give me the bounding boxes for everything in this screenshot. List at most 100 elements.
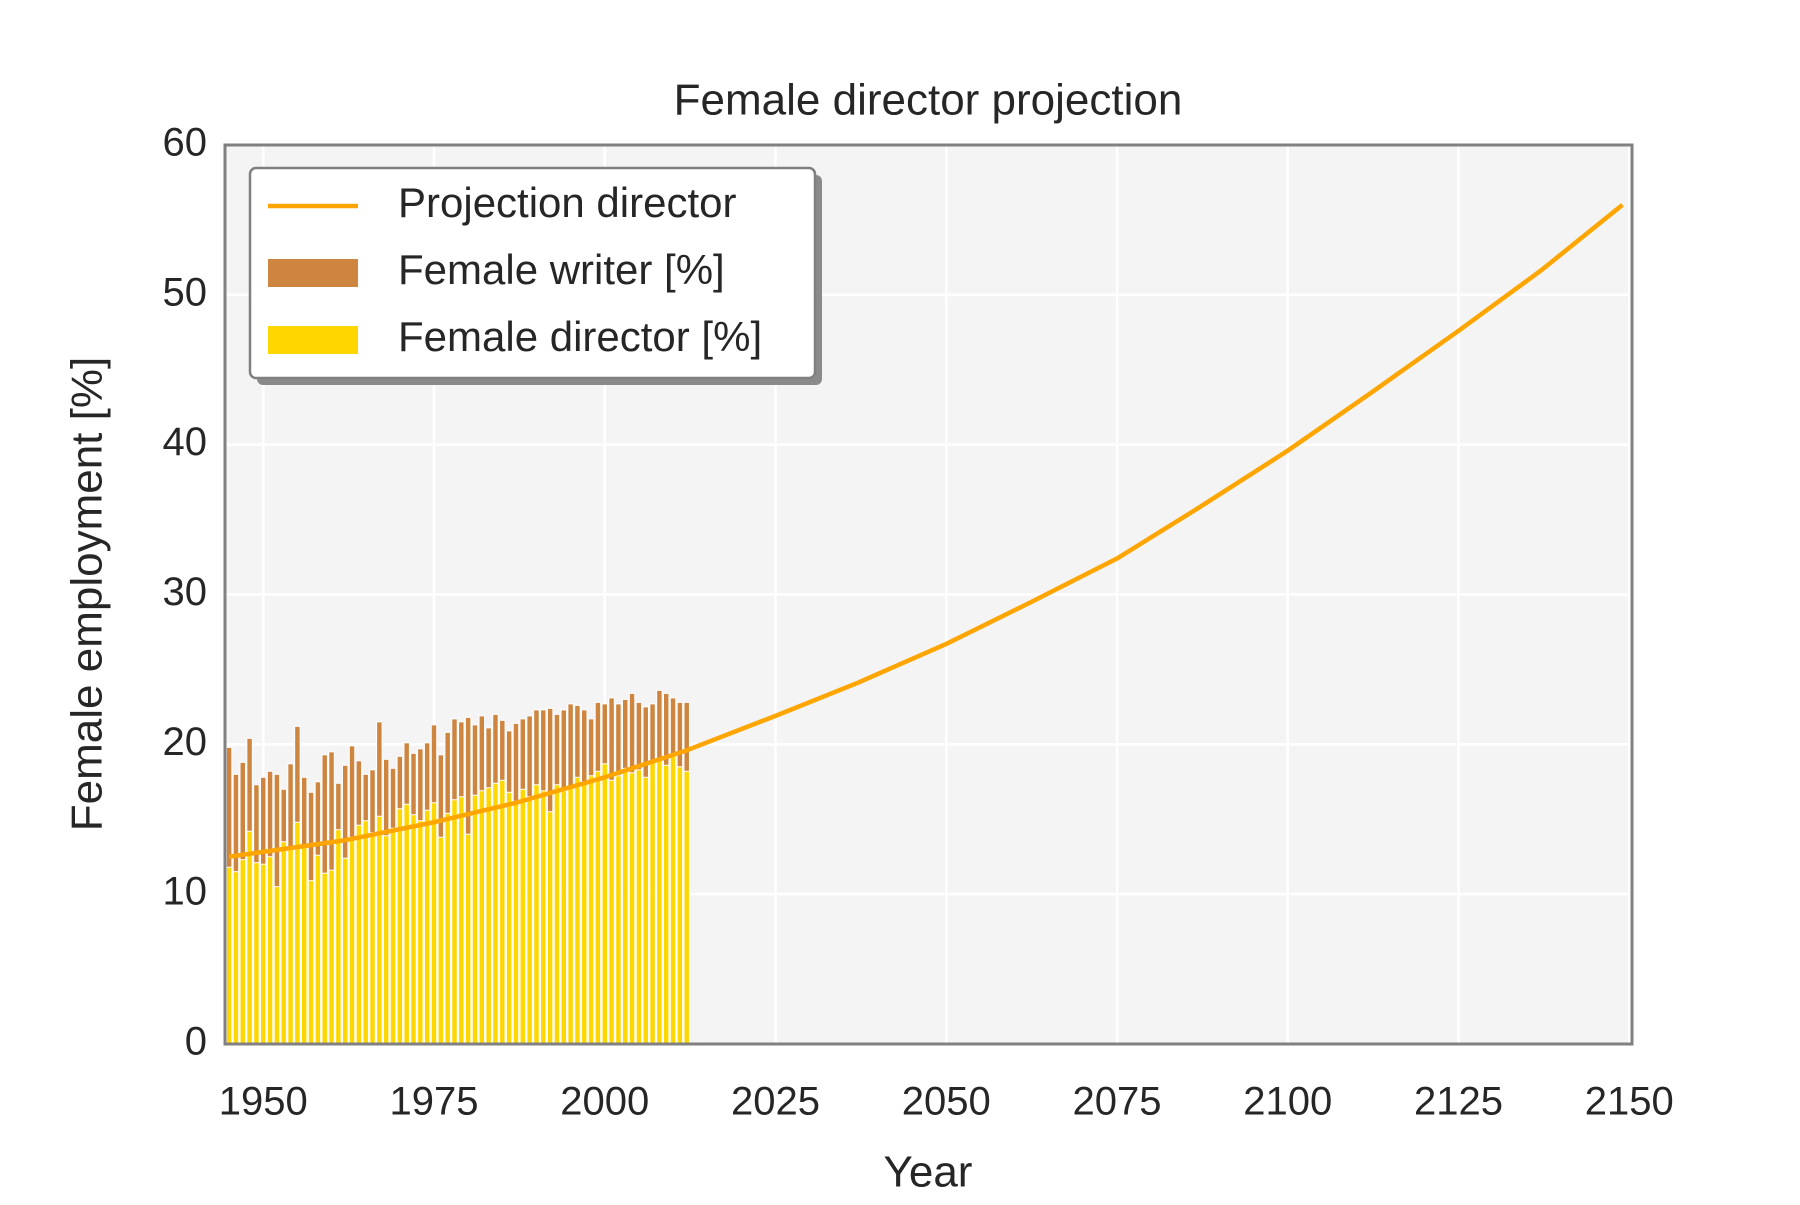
bar bbox=[546, 811, 554, 1045]
bar bbox=[533, 784, 540, 1045]
bar bbox=[307, 880, 315, 1045]
bar bbox=[635, 769, 643, 1045]
bar bbox=[362, 820, 369, 1045]
bar bbox=[260, 863, 267, 1045]
bar bbox=[403, 803, 410, 1045]
bar bbox=[423, 809, 431, 1045]
y-tick-label: 60 bbox=[163, 121, 208, 165]
y-tick-label: 20 bbox=[163, 720, 208, 764]
bar bbox=[567, 785, 574, 1045]
y-tick-label: 40 bbox=[163, 420, 208, 464]
bar bbox=[471, 794, 479, 1045]
x-tick-label: 2025 bbox=[731, 1080, 820, 1124]
bar bbox=[328, 869, 335, 1045]
bar bbox=[594, 770, 602, 1045]
legend-label: Projection director bbox=[398, 179, 736, 226]
bar bbox=[444, 812, 451, 1045]
bar bbox=[581, 781, 588, 1045]
bar bbox=[335, 829, 342, 1045]
x-tick-label: 2150 bbox=[1585, 1080, 1674, 1124]
bar bbox=[225, 866, 233, 1045]
bar bbox=[458, 796, 465, 1045]
x-tick-label: 2050 bbox=[902, 1080, 991, 1124]
x-axis-label: Year bbox=[884, 1148, 973, 1197]
bar bbox=[628, 772, 636, 1045]
bar bbox=[451, 799, 458, 1045]
bar bbox=[519, 788, 527, 1045]
bar bbox=[512, 800, 520, 1045]
x-tick-label: 1950 bbox=[219, 1080, 308, 1124]
axes: 0 10 20 30 40 50 60 1950 1975 2000 2025 2050 2075 210… bbox=[163, 121, 1674, 1124]
bar bbox=[553, 784, 561, 1045]
bar bbox=[239, 859, 246, 1045]
bar bbox=[437, 836, 445, 1045]
bar bbox=[287, 848, 294, 1045]
bar bbox=[540, 790, 547, 1045]
bar bbox=[662, 764, 670, 1045]
bar bbox=[499, 779, 506, 1045]
bar bbox=[615, 775, 622, 1045]
bar bbox=[649, 761, 656, 1045]
x-tick-label: 2075 bbox=[1073, 1080, 1162, 1124]
bar bbox=[294, 821, 301, 1045]
chart-title: Female director projection bbox=[674, 76, 1183, 125]
y-tick-label: 10 bbox=[163, 870, 208, 914]
bar bbox=[622, 767, 629, 1045]
bar bbox=[608, 779, 615, 1045]
bar bbox=[355, 824, 363, 1045]
bar bbox=[642, 776, 649, 1045]
y-tick-label: 0 bbox=[185, 1020, 207, 1064]
y-tick-label: 30 bbox=[163, 570, 208, 614]
bar bbox=[341, 857, 349, 1045]
bar bbox=[683, 770, 690, 1045]
bar bbox=[485, 787, 492, 1045]
bar bbox=[396, 808, 404, 1045]
bar bbox=[478, 790, 486, 1045]
bar bbox=[574, 776, 581, 1045]
bar bbox=[253, 862, 260, 1045]
bar bbox=[369, 832, 376, 1045]
bar bbox=[492, 782, 499, 1045]
y-axis-label: Female employment [%] bbox=[63, 357, 112, 831]
legend-swatch bbox=[268, 326, 358, 354]
bar bbox=[314, 854, 322, 1045]
plot-frame bbox=[223, 143, 1634, 1046]
bar bbox=[273, 886, 281, 1045]
bar bbox=[526, 796, 533, 1045]
bar bbox=[417, 820, 424, 1045]
legend-label: Female director [%] bbox=[398, 313, 762, 360]
legend-box bbox=[248, 166, 817, 380]
bar bbox=[505, 791, 513, 1045]
y-tick-label: 50 bbox=[163, 270, 208, 314]
bar bbox=[246, 830, 253, 1045]
bar bbox=[321, 872, 328, 1045]
marks bbox=[225, 203, 1624, 1045]
bar bbox=[376, 815, 383, 1045]
x-tick-label: 1975 bbox=[390, 1080, 479, 1124]
legend: Projection director Female writer [%] Fema… bbox=[248, 166, 822, 385]
line bbox=[228, 203, 1624, 859]
bar bbox=[464, 833, 472, 1045]
bar bbox=[601, 763, 608, 1045]
bar bbox=[587, 775, 595, 1045]
bar bbox=[266, 856, 274, 1045]
bar bbox=[669, 755, 677, 1045]
bar bbox=[430, 802, 438, 1045]
bar bbox=[656, 758, 663, 1045]
bar bbox=[410, 814, 417, 1045]
x-tick-label: 2000 bbox=[560, 1080, 649, 1124]
bar bbox=[676, 766, 684, 1045]
bar bbox=[382, 835, 390, 1045]
bar bbox=[300, 845, 308, 1045]
bar bbox=[560, 790, 568, 1045]
bar bbox=[280, 841, 287, 1045]
bar bbox=[348, 836, 356, 1045]
legend-label: Female writer [%] bbox=[398, 246, 725, 293]
bar bbox=[232, 871, 240, 1045]
bar bbox=[389, 827, 397, 1045]
legend-swatch bbox=[268, 259, 358, 287]
x-tick-label: 2125 bbox=[1414, 1080, 1503, 1124]
x-tick-label: 2100 bbox=[1243, 1080, 1332, 1124]
